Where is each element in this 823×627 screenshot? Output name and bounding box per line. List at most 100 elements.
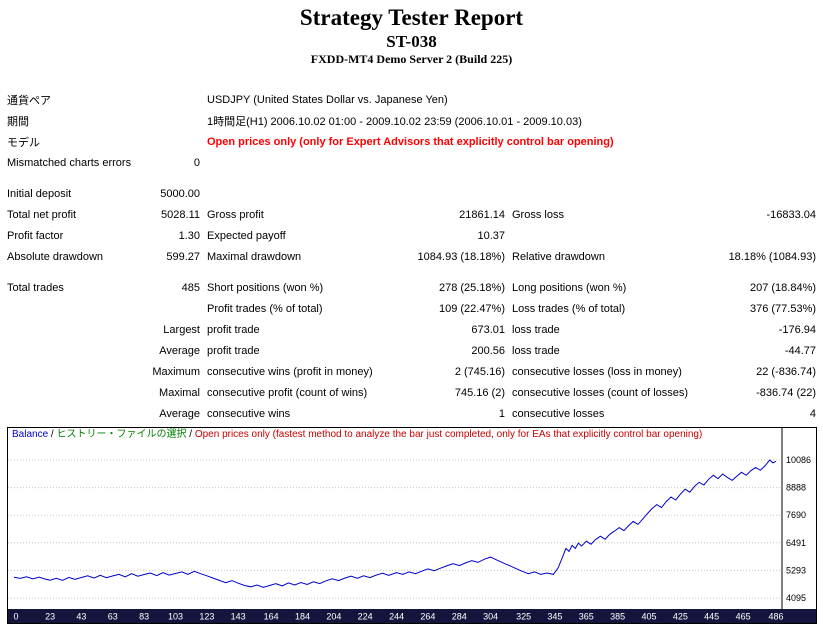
stat-value: Maximum xyxy=(152,365,200,378)
x-axis-label: 405 xyxy=(641,612,656,622)
stat-label: consecutive wins (profit in money) xyxy=(207,365,373,378)
y-axis-label: 7690 xyxy=(786,510,806,520)
stat-label: Profit trades (% of total) xyxy=(207,302,323,315)
report-row: 期間 1時間足(H1) 2006.10.02 01:00 - 2009.10.02… xyxy=(7,110,816,131)
report-row: 通貨ペア USDJPY (United States Dollar vs. Jap… xyxy=(7,89,816,110)
stat-label xyxy=(7,298,135,319)
report-row: Total trades 485 Short positions (won %) 27… xyxy=(7,277,816,298)
stat-label: Short positions (won %) xyxy=(207,281,324,294)
stat-label xyxy=(7,403,135,424)
stat-value: 0 xyxy=(193,156,200,169)
period-value: 1時間足(H1) 2006.10.02 01:00 - 2009.10.02 2… xyxy=(207,115,582,128)
stat-value: 376 (77.53%) xyxy=(749,302,817,315)
stat-label xyxy=(7,340,135,361)
stat-label: Gross profit xyxy=(207,208,264,221)
report-row: Average profit trade 200.56 loss trade -44.7… xyxy=(7,340,816,361)
stat-value: 109 (22.47%) xyxy=(438,302,505,315)
x-axis-label: 224 xyxy=(358,612,373,622)
y-axis-label: 6491 xyxy=(786,538,806,548)
stat-label: consecutive losses (loss in money) xyxy=(512,365,682,378)
report-table: 通貨ペア USDJPY (United States Dollar vs. Jap… xyxy=(7,89,816,424)
x-axis-label: 425 xyxy=(673,612,688,622)
stat-value: 10.37 xyxy=(477,229,505,242)
stat-value: -44.77 xyxy=(784,344,817,357)
stat-value: -16833.04 xyxy=(766,208,817,221)
empty-cell xyxy=(715,152,816,173)
report-row: Maximal consecutive profit (count of wins… xyxy=(7,382,816,403)
stat-value xyxy=(135,131,200,152)
stat-label: Absolute drawdown xyxy=(7,250,104,263)
stat-label: profit trade xyxy=(207,344,260,357)
stat-label: loss trade xyxy=(512,323,560,336)
stat-value: 599.27 xyxy=(166,250,200,263)
balance-chart: 10086 8888 7690 6491 5293 4095 0 23 43 63 83 103 123… xyxy=(7,427,817,624)
report-row: Largest profit trade 673.01 loss trade -176.… xyxy=(7,319,816,340)
empty-cell xyxy=(505,225,715,246)
x-axis-label: 123 xyxy=(199,612,214,622)
stat-value: 200.56 xyxy=(471,344,505,357)
chart-legend-part: / xyxy=(186,429,194,440)
x-axis-label: 23 xyxy=(45,612,55,622)
stat-value: Largest xyxy=(163,323,200,336)
x-axis-label: 83 xyxy=(139,612,149,622)
model-value: Open prices only (only for Expert Adviso… xyxy=(207,135,614,148)
x-axis-label: 204 xyxy=(326,612,341,622)
chart-legend-part: Balance xyxy=(12,429,49,440)
stat-value: Average xyxy=(159,344,200,357)
x-axis-strip xyxy=(8,609,816,623)
x-axis-label: 164 xyxy=(264,612,279,622)
x-axis-label: 264 xyxy=(420,612,435,622)
stat-label xyxy=(7,382,135,403)
stat-value: 1 xyxy=(498,407,505,420)
x-axis-label: 345 xyxy=(547,612,562,622)
report-row: Total net profit 5028.11 Gross profit 21861… xyxy=(7,204,816,225)
x-axis-label: 0 xyxy=(13,612,18,622)
stat-label: Total trades xyxy=(7,281,64,294)
stat-label xyxy=(7,361,135,382)
empty-cell xyxy=(200,152,395,173)
report-row: Absolute drawdown 599.27 Maximal drawdown 1… xyxy=(7,246,816,267)
stat-value: Average xyxy=(159,407,200,420)
chart-legend: Balance / ヒストリー・ファイルの選択 / Open prices on… xyxy=(12,428,702,440)
stat-label: consecutive losses xyxy=(512,407,605,420)
spacer-row xyxy=(7,267,816,277)
chart-legend-part: ヒストリー・ファイルの選択 xyxy=(56,428,186,440)
spacer-cell xyxy=(7,267,816,277)
empty-cell xyxy=(200,183,395,204)
x-axis-label: 385 xyxy=(610,612,625,622)
stat-value: 673.01 xyxy=(471,323,505,336)
report-table-body: 通貨ペア USDJPY (United States Dollar vs. Jap… xyxy=(7,89,816,424)
x-axis-label: 63 xyxy=(108,612,118,622)
report-row: Initial deposit 5000.00 xyxy=(7,183,816,204)
stat-label: profit trade xyxy=(207,323,260,336)
stat-value: -836.74 (22) xyxy=(756,386,817,399)
report-row: モデル Open prices only (only for Expert Adv… xyxy=(7,131,816,152)
x-axis-label: 325 xyxy=(516,612,531,622)
stat-label: consecutive wins xyxy=(207,407,291,420)
symbol-label: 通貨ペア xyxy=(7,94,51,107)
spacer-cell xyxy=(7,173,816,183)
stat-value: 485 xyxy=(181,281,200,294)
x-axis-label: 486 xyxy=(768,612,783,622)
stat-value: 22 (-836.74) xyxy=(756,365,817,378)
balance-line xyxy=(13,459,777,588)
x-axis-label: 304 xyxy=(483,612,498,622)
stat-value: 18.18% (1084.93) xyxy=(728,250,817,263)
x-axis-label: 143 xyxy=(231,612,246,622)
stat-value: 1.30 xyxy=(178,229,200,242)
symbol-value: USDJPY (United States Dollar vs. Japanes… xyxy=(207,93,448,106)
empty-cell xyxy=(715,225,816,246)
stat-value xyxy=(135,110,200,131)
stat-value: 4 xyxy=(809,407,817,420)
empty-cell xyxy=(395,183,505,204)
server-info: FXDD-MT4 Demo Server 2 (Build 225) xyxy=(310,52,513,66)
y-axis-label: 4095 xyxy=(786,593,806,603)
stat-label: Expected payoff xyxy=(207,229,286,242)
chart-legend-part: Open prices only (fastest method to anal… xyxy=(195,429,703,440)
report-row: Profit trades (% of total) 109 (22.47%) Lo… xyxy=(7,298,816,319)
stat-value: -176.94 xyxy=(778,323,817,336)
x-axis-label: 43 xyxy=(76,612,86,622)
stat-value xyxy=(135,89,200,110)
report-row: Mismatched charts errors 0 xyxy=(7,152,816,173)
x-axis-label: 465 xyxy=(736,612,751,622)
